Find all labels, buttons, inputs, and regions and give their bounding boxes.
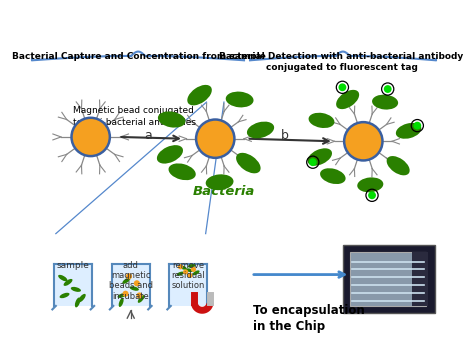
Ellipse shape: [192, 270, 200, 275]
Text: sample: sample: [57, 261, 90, 270]
Ellipse shape: [357, 177, 383, 192]
Ellipse shape: [138, 295, 145, 303]
Ellipse shape: [64, 279, 73, 286]
Ellipse shape: [78, 294, 86, 302]
Ellipse shape: [308, 148, 332, 166]
Text: To encapsulation
in the Chip: To encapsulation in the Chip: [253, 304, 365, 333]
Text: Bacterial Detection with anti-bacterial antibody
conjugated to fluorescent tag: Bacterial Detection with anti-bacterial …: [219, 51, 464, 72]
Circle shape: [344, 122, 383, 160]
Ellipse shape: [179, 266, 187, 270]
Ellipse shape: [396, 123, 421, 139]
Ellipse shape: [236, 153, 261, 173]
Text: Magnetic bead conjugated
to anti-bacterial antibodies: Magnetic bead conjugated to anti-bacteri…: [73, 106, 196, 127]
Circle shape: [196, 119, 235, 158]
Text: b: b: [281, 129, 289, 142]
Ellipse shape: [169, 163, 196, 180]
Ellipse shape: [372, 94, 398, 110]
Ellipse shape: [58, 275, 67, 281]
Ellipse shape: [226, 92, 254, 107]
Ellipse shape: [157, 145, 183, 163]
Ellipse shape: [118, 298, 124, 307]
Circle shape: [187, 273, 192, 278]
Ellipse shape: [177, 272, 184, 276]
Ellipse shape: [129, 286, 139, 291]
Ellipse shape: [60, 293, 70, 298]
Text: add
magnetic
beads and
incubate: add magnetic beads and incubate: [109, 261, 153, 301]
Circle shape: [72, 118, 110, 156]
Ellipse shape: [158, 111, 185, 128]
Ellipse shape: [336, 90, 359, 109]
Ellipse shape: [387, 156, 410, 175]
Text: a: a: [145, 129, 153, 142]
Ellipse shape: [206, 174, 234, 190]
Ellipse shape: [75, 298, 80, 307]
Text: remove
residual
solution: remove residual solution: [172, 261, 205, 290]
Ellipse shape: [247, 121, 274, 138]
Ellipse shape: [185, 268, 193, 272]
Circle shape: [183, 270, 188, 274]
Ellipse shape: [118, 293, 127, 298]
Ellipse shape: [320, 168, 346, 184]
Bar: [412, 252, 428, 306]
Ellipse shape: [122, 278, 130, 284]
Circle shape: [191, 267, 196, 272]
Circle shape: [134, 280, 140, 286]
Circle shape: [122, 291, 128, 297]
Text: Bacterial Capture and Concentration from sample: Bacterial Capture and Concentration from…: [12, 51, 265, 61]
Polygon shape: [55, 265, 91, 306]
Circle shape: [126, 273, 132, 279]
Bar: [350, 252, 426, 306]
Text: Bacteria: Bacteria: [193, 185, 255, 198]
Circle shape: [413, 122, 421, 130]
Circle shape: [338, 83, 346, 91]
Bar: [343, 245, 435, 313]
Ellipse shape: [187, 85, 212, 105]
Ellipse shape: [71, 287, 81, 292]
Circle shape: [368, 191, 376, 199]
Circle shape: [178, 264, 183, 270]
Ellipse shape: [309, 113, 335, 128]
Ellipse shape: [188, 264, 196, 268]
Polygon shape: [170, 265, 206, 306]
Circle shape: [309, 158, 317, 166]
Circle shape: [384, 85, 392, 93]
Polygon shape: [113, 265, 149, 306]
Circle shape: [137, 293, 143, 299]
